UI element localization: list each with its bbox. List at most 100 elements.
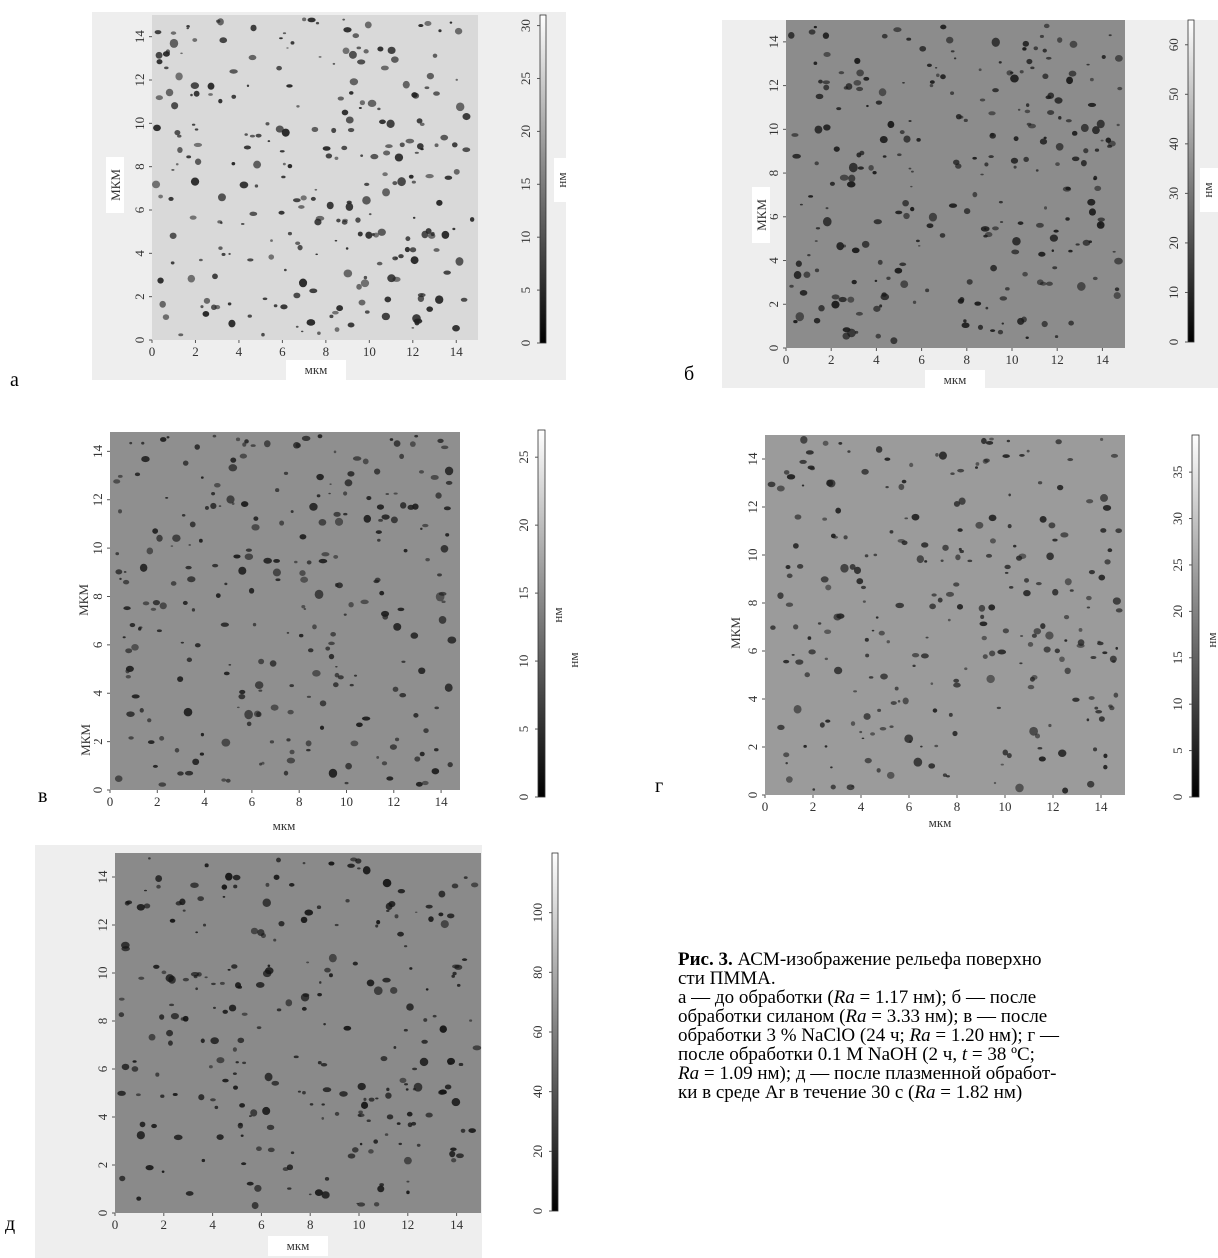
pore — [341, 146, 347, 150]
pore — [228, 969, 231, 971]
pore — [796, 261, 802, 267]
pore — [148, 857, 151, 859]
pore — [201, 1039, 205, 1044]
y-tick-label: 8 — [95, 1018, 110, 1025]
pore — [224, 672, 230, 676]
pore — [1115, 528, 1122, 533]
pore — [814, 26, 817, 28]
pore — [311, 197, 316, 201]
pore — [344, 613, 347, 615]
pore — [258, 689, 262, 691]
pore — [1019, 454, 1025, 457]
pore — [210, 1037, 218, 1044]
pore — [938, 598, 943, 603]
pore — [316, 22, 319, 25]
pore — [395, 914, 399, 918]
pore — [986, 675, 994, 683]
pore — [950, 91, 954, 95]
pore — [462, 958, 467, 961]
pore — [382, 761, 387, 765]
pore — [345, 479, 353, 486]
pore — [240, 182, 249, 189]
pore — [972, 157, 977, 160]
pore — [411, 632, 419, 638]
pore — [263, 970, 271, 977]
y-tick-label: 0 — [745, 792, 760, 799]
pore — [902, 200, 909, 206]
pore — [205, 506, 209, 510]
pore — [251, 928, 258, 935]
pore — [208, 83, 215, 90]
pore — [293, 293, 300, 299]
pore — [469, 1019, 472, 1021]
pore — [1059, 656, 1065, 662]
pore — [902, 82, 905, 84]
x-tick-label: 6 — [258, 1217, 265, 1232]
pore — [1037, 747, 1042, 750]
caption-run: = 3.33 нм); в — после — [867, 1006, 1048, 1027]
pore — [263, 558, 272, 564]
pore — [317, 993, 322, 996]
pore — [815, 240, 818, 242]
pore — [233, 1086, 238, 1090]
pore — [132, 694, 140, 698]
pore — [425, 86, 430, 89]
pore — [192, 759, 199, 765]
pore — [414, 318, 423, 323]
pore — [156, 52, 163, 59]
pore — [312, 127, 319, 132]
pore — [360, 1143, 363, 1146]
pore — [249, 55, 257, 60]
pore — [360, 100, 365, 105]
pore — [1014, 166, 1017, 169]
pore — [1079, 628, 1083, 632]
pore — [237, 986, 242, 989]
pore — [147, 547, 154, 554]
pore — [299, 634, 303, 637]
pore — [331, 128, 336, 133]
page: {"panels": [ {"label": "а", "xlabel": "м… — [0, 0, 1218, 1258]
pore — [185, 566, 191, 569]
pore — [1015, 784, 1023, 793]
pore — [357, 867, 361, 869]
pore — [231, 95, 236, 99]
pore — [352, 1147, 359, 1152]
pore — [177, 147, 182, 153]
pore — [1040, 139, 1047, 145]
pore — [183, 978, 189, 982]
pore — [125, 669, 129, 674]
pore — [267, 1125, 274, 1130]
pore — [408, 505, 415, 510]
pore — [338, 97, 344, 101]
pore — [141, 456, 149, 462]
pore — [393, 623, 401, 631]
pore — [1088, 240, 1092, 243]
pore — [365, 21, 372, 28]
pore — [1007, 440, 1010, 443]
pore — [242, 442, 246, 446]
pore — [119, 998, 125, 1001]
pore — [250, 25, 256, 32]
pore — [336, 582, 343, 588]
y-tick-label: 0 — [766, 345, 781, 352]
y-tick-label: 12 — [90, 493, 105, 506]
caption-run: = 1.20 нм); г — — [931, 1025, 1059, 1046]
pore — [441, 600, 445, 603]
pore — [887, 640, 890, 643]
colorbar-tick-label: 20 — [1166, 236, 1181, 249]
pore — [917, 555, 924, 563]
pore — [137, 1131, 145, 1139]
x-tick-label: 4 — [236, 344, 243, 359]
pore — [211, 304, 217, 310]
pore — [912, 653, 919, 657]
pore — [256, 134, 262, 138]
pore — [403, 81, 410, 89]
pore — [464, 876, 468, 879]
pore — [452, 142, 458, 147]
pore — [924, 560, 927, 563]
x-tick-label: 12 — [1051, 352, 1064, 367]
pore — [219, 505, 222, 507]
pore — [836, 107, 841, 110]
colorbar-tick-label: 25 — [1170, 558, 1185, 571]
pore — [1089, 696, 1095, 700]
